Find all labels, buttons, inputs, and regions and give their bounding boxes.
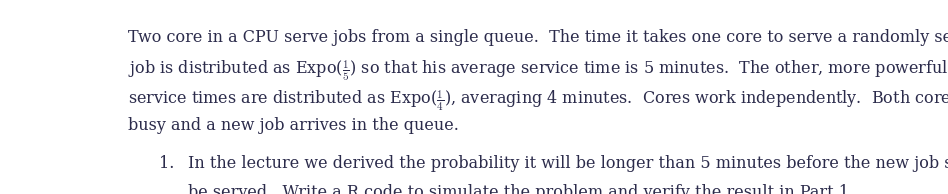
Text: job is distributed as Expo($\frac{1}{5}$) so that his average service time is 5 : job is distributed as Expo($\frac{1}{5}$…	[128, 58, 948, 83]
Text: busy and a new job arrives in the queue.: busy and a new job arrives in the queue.	[128, 117, 459, 134]
Text: In the lecture we derived the probability it will be longer than 5 minutes befor: In the lecture we derived the probabilit…	[189, 155, 948, 172]
Text: 1.: 1.	[159, 155, 174, 172]
Text: Two core in a CPU serve jobs from a single queue.  The time it takes one core to: Two core in a CPU serve jobs from a sing…	[128, 29, 948, 46]
Text: service times are distributed as Expo($\frac{1}{4}$), averaging 4 minutes.  Core: service times are distributed as Expo($\…	[128, 87, 948, 113]
Text: be served.  Write a R code to simulate the problem and verify the result in Part: be served. Write a R code to simulate th…	[189, 184, 854, 194]
